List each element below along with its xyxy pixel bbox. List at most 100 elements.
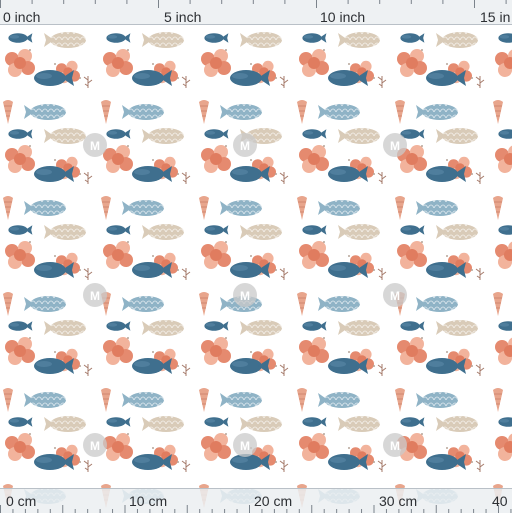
coral-flower-cluster-icon bbox=[5, 241, 35, 269]
blue-fish-icon bbox=[8, 129, 33, 139]
beige-scale-fish-icon bbox=[338, 128, 380, 144]
beige-scale-fish-icon bbox=[436, 32, 478, 48]
dot-decoration bbox=[152, 255, 154, 257]
dot-decoration bbox=[225, 433, 227, 435]
dot-decoration bbox=[323, 337, 325, 339]
sprig-icon bbox=[181, 363, 191, 377]
coral-flower-cluster-icon bbox=[201, 49, 231, 77]
dot-decoration bbox=[29, 241, 31, 243]
cone-shell-icon bbox=[198, 99, 210, 125]
blue-fish-icon bbox=[302, 321, 327, 331]
light-blue-scale-fish-icon bbox=[24, 104, 66, 120]
sprig-icon bbox=[181, 75, 191, 89]
coral-flower-cluster-icon bbox=[495, 433, 512, 461]
dot-decoration bbox=[446, 159, 448, 161]
dot-decoration bbox=[127, 49, 129, 51]
watermark-logo-icon: M bbox=[233, 283, 257, 307]
blue-fish-icon bbox=[302, 417, 327, 427]
dot-decoration bbox=[275, 173, 277, 175]
blue-fish-icon bbox=[400, 321, 425, 331]
sprig-icon bbox=[83, 459, 93, 473]
watermark-logo-icon: M bbox=[383, 433, 407, 457]
dot-decoration bbox=[373, 173, 375, 175]
blue-fish-icon bbox=[106, 417, 131, 427]
cone-shell-icon bbox=[492, 99, 504, 125]
dot-decoration bbox=[275, 269, 277, 271]
coral-flower-cluster-icon bbox=[495, 337, 512, 365]
coral-flower-cluster-icon bbox=[299, 433, 329, 461]
beige-scale-fish-icon bbox=[240, 32, 282, 48]
cone-shell-icon bbox=[296, 387, 308, 413]
beige-scale-fish-icon bbox=[44, 32, 86, 48]
coral-flower-cluster-icon bbox=[103, 433, 133, 461]
light-blue-scale-fish-icon bbox=[122, 200, 164, 216]
dot-decoration bbox=[54, 63, 56, 65]
beige-scale-fish-icon bbox=[436, 320, 478, 336]
light-blue-scale-fish-icon bbox=[122, 104, 164, 120]
dot-decoration bbox=[373, 77, 375, 79]
dot-decoration bbox=[250, 255, 252, 257]
dot-decoration bbox=[373, 461, 375, 463]
coral-flower-cluster-icon bbox=[5, 145, 35, 173]
cone-shell-icon bbox=[492, 195, 504, 221]
sprig-icon bbox=[279, 171, 289, 185]
watermark-logo-icon: M bbox=[83, 283, 107, 307]
dot-decoration bbox=[79, 461, 81, 463]
coral-flower-cluster-icon bbox=[5, 49, 35, 77]
dot-decoration bbox=[471, 269, 473, 271]
blue-fish-icon bbox=[302, 225, 327, 235]
sprig-icon bbox=[377, 459, 387, 473]
dot-decoration bbox=[348, 63, 350, 65]
cone-shell-icon bbox=[296, 291, 308, 317]
bottom-ruler-label-20: 20 cm bbox=[254, 493, 293, 509]
cone-shell-icon bbox=[2, 99, 14, 125]
watermark-logo-icon: M bbox=[83, 133, 107, 157]
light-blue-scale-fish-icon bbox=[416, 392, 458, 408]
dot-decoration bbox=[54, 159, 56, 161]
watermark-logo-icon: M bbox=[233, 133, 257, 157]
coral-flower-cluster-icon bbox=[201, 241, 231, 269]
dot-decoration bbox=[275, 77, 277, 79]
sprig-icon bbox=[181, 171, 191, 185]
dot-decoration bbox=[250, 159, 252, 161]
dot-decoration bbox=[79, 269, 81, 271]
sprig-icon bbox=[475, 267, 485, 281]
dot-decoration bbox=[471, 365, 473, 367]
dot-decoration bbox=[421, 49, 423, 51]
dot-decoration bbox=[127, 145, 129, 147]
svg-text:M: M bbox=[240, 139, 250, 153]
beige-scale-fish-icon bbox=[436, 224, 478, 240]
beige-scale-fish-icon bbox=[240, 224, 282, 240]
light-blue-scale-fish-icon bbox=[122, 392, 164, 408]
dot-decoration bbox=[177, 269, 179, 271]
dot-decoration bbox=[275, 365, 277, 367]
watermark-logo-icon: M bbox=[383, 283, 407, 307]
blue-fish-icon bbox=[400, 225, 425, 235]
dot-decoration bbox=[152, 351, 154, 353]
light-blue-scale-fish-icon bbox=[318, 200, 360, 216]
dot-decoration bbox=[323, 49, 325, 51]
coral-flower-cluster-icon bbox=[495, 49, 512, 77]
cone-shell-icon bbox=[394, 195, 406, 221]
beige-scale-fish-icon bbox=[44, 128, 86, 144]
dot-decoration bbox=[471, 461, 473, 463]
light-blue-scale-fish-icon bbox=[416, 296, 458, 312]
watermark-logo-icon: M bbox=[83, 433, 107, 457]
dot-decoration bbox=[29, 433, 31, 435]
dot-decoration bbox=[348, 351, 350, 353]
light-blue-scale-fish-icon bbox=[24, 200, 66, 216]
blue-fish-icon bbox=[106, 321, 131, 331]
beige-scale-fish-icon bbox=[142, 128, 184, 144]
dot-decoration bbox=[177, 365, 179, 367]
blue-fish-icon bbox=[106, 225, 131, 235]
coral-flower-cluster-icon bbox=[103, 337, 133, 365]
top-ruler-label-5: 5 inch bbox=[164, 9, 202, 25]
svg-text:M: M bbox=[240, 439, 250, 453]
beige-scale-fish-icon bbox=[142, 32, 184, 48]
cone-shell-icon bbox=[100, 195, 112, 221]
svg-text:M: M bbox=[390, 139, 400, 153]
sprig-icon bbox=[279, 75, 289, 89]
sprig-icon bbox=[83, 363, 93, 377]
sprig-icon bbox=[475, 75, 485, 89]
